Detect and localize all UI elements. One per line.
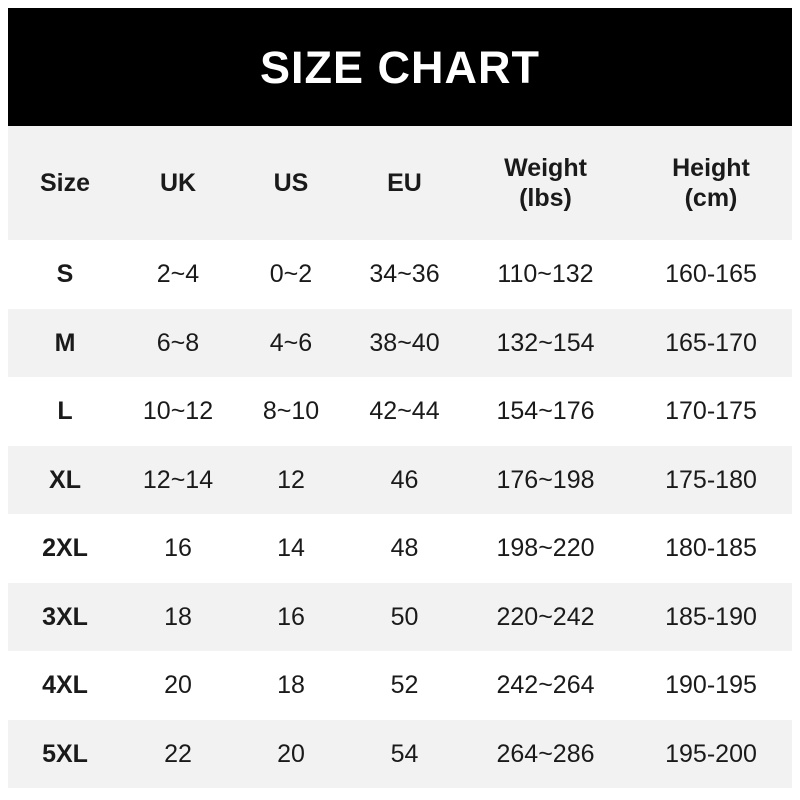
- cell-height: 170-175: [665, 397, 757, 426]
- size-chart-table: Size UK US EU Weight (lbs) Height (cm): [8, 126, 792, 788]
- cell-size: L: [57, 397, 73, 426]
- cell-us: 0~2: [269, 260, 313, 289]
- table-row: M 6~8 4~6 38~40 132~154 165-170: [8, 308, 792, 377]
- column-header-us: US: [234, 126, 348, 240]
- table-row: 2XL 16 14 48 198~220 180-185: [8, 514, 792, 583]
- title-banner: SIZE CHART: [8, 8, 792, 126]
- table-row: XL 12~14 12 46 176~198 175-180: [8, 445, 792, 514]
- cell-weight: 110~132: [497, 260, 594, 289]
- cell-height: 165-170: [665, 328, 757, 357]
- column-header-height-label: Height: [672, 154, 750, 182]
- cell-height: 190-195: [665, 671, 757, 700]
- cell-uk: 22: [164, 739, 192, 768]
- column-header-weight-label: Weight: [504, 154, 587, 182]
- cell-eu: 52: [390, 671, 419, 700]
- table-row: L 10~12 8~10 42~44 154~176 170-175: [8, 377, 792, 446]
- column-header-size: Size: [8, 126, 122, 240]
- table-body: S 2~4 0~2 34~36 110~132 160-165 M 6~8 4~6 38~40 13…: [8, 240, 792, 788]
- cell-weight: 176~198: [496, 465, 595, 494]
- cell-height: 180-185: [665, 534, 757, 563]
- cell-uk: 20: [164, 671, 192, 700]
- cell-size: M: [54, 328, 76, 357]
- column-header-us-label: US: [273, 169, 309, 197]
- column-header-size-label: Size: [39, 169, 91, 197]
- cell-us: 18: [277, 671, 305, 700]
- cell-height: 185-190: [665, 602, 757, 631]
- table-row: 5XL 22 20 54 264~286 195-200: [8, 719, 792, 788]
- table-row: 3XL 18 16 50 220~242 185-190: [8, 582, 792, 651]
- column-header-weight: Weight (lbs): [461, 126, 630, 240]
- column-header-weight-unit: (lbs): [519, 184, 572, 212]
- cell-size: 5XL: [42, 739, 88, 768]
- cell-size: 3XL: [42, 602, 88, 631]
- cell-uk: 18: [164, 602, 192, 631]
- cell-weight: 132~154: [496, 328, 595, 357]
- table-header-row: Size UK US EU Weight (lbs) Height (cm): [8, 126, 792, 240]
- cell-height: 195-200: [665, 739, 757, 768]
- cell-uk: 6~8: [156, 328, 200, 357]
- cell-weight: 154~176: [496, 397, 595, 426]
- cell-us: 20: [277, 739, 305, 768]
- cell-us: 12: [277, 465, 305, 494]
- column-header-height-unit: (cm): [684, 184, 738, 212]
- page-title: SIZE CHART: [260, 41, 540, 93]
- cell-us: 16: [277, 602, 305, 631]
- cell-eu: 50: [390, 602, 419, 631]
- cell-weight: 198~220: [496, 534, 595, 563]
- cell-weight: 242~264: [496, 671, 595, 700]
- cell-uk: 12~14: [142, 465, 214, 494]
- column-header-eu-label: EU: [387, 169, 422, 197]
- cell-weight: 264~286: [496, 739, 595, 768]
- cell-height: 175-180: [665, 465, 757, 494]
- table-row: S 2~4 0~2 34~36 110~132 160-165: [8, 240, 792, 309]
- cell-us: 4~6: [269, 328, 313, 357]
- cell-size: S: [56, 260, 74, 289]
- cell-eu: 34~36: [369, 260, 440, 289]
- column-header-uk-label: UK: [159, 169, 197, 197]
- cell-uk: 16: [164, 534, 192, 563]
- cell-us: 14: [277, 534, 305, 563]
- cell-eu: 38~40: [369, 328, 440, 357]
- cell-uk: 10~12: [142, 397, 214, 426]
- cell-weight: 220~242: [496, 602, 595, 631]
- cell-uk: 2~4: [156, 260, 200, 289]
- cell-size: 2XL: [42, 534, 88, 563]
- column-header-uk: UK: [122, 126, 234, 240]
- column-header-eu: EU: [348, 126, 461, 240]
- cell-eu: 48: [390, 534, 419, 563]
- cell-eu: 46: [390, 465, 419, 494]
- cell-size: XL: [49, 465, 81, 494]
- cell-eu: 42~44: [369, 397, 440, 426]
- cell-eu: 54: [390, 739, 419, 768]
- column-header-height: Height (cm): [630, 126, 792, 240]
- cell-size: 4XL: [42, 671, 88, 700]
- table-row: 4XL 20 18 52 242~264 190-195: [8, 651, 792, 720]
- table-header: Size UK US EU Weight (lbs) Height (cm): [8, 126, 792, 240]
- cell-height: 160-165: [665, 260, 757, 289]
- cell-us: 8~10: [262, 397, 320, 426]
